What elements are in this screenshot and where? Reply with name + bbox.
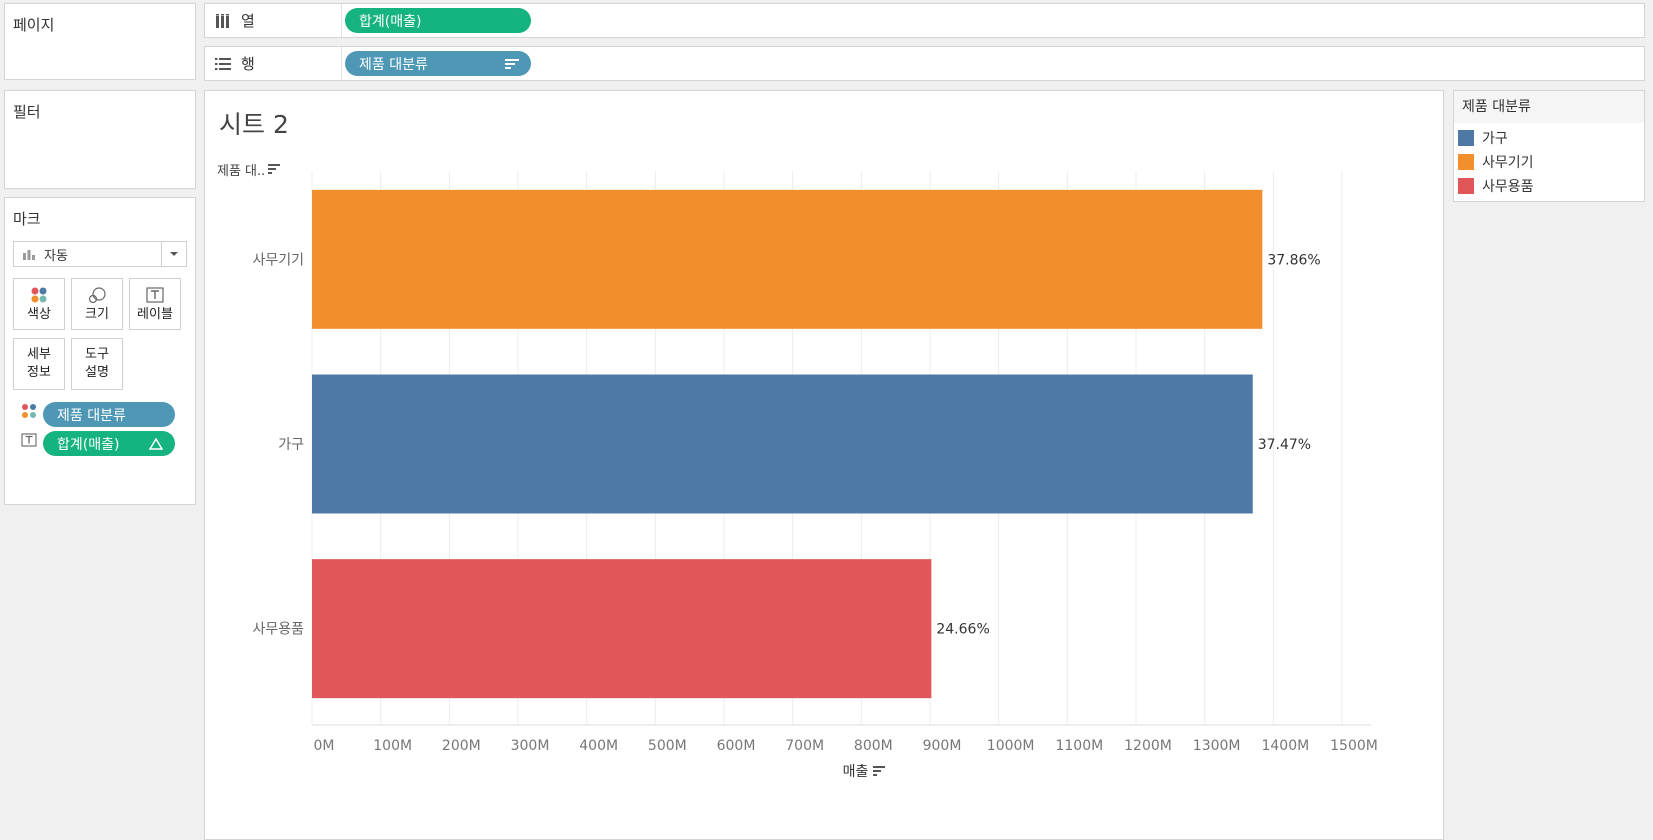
- category-label: 사무기기: [252, 252, 304, 268]
- legend-swatch: [1458, 154, 1474, 170]
- label-button[interactable]: 레이블: [129, 278, 181, 330]
- size-circles-icon: [87, 284, 107, 306]
- sheet-title: 시트 2: [219, 110, 289, 139]
- tooltip-button[interactable]: 도구 설명: [71, 338, 123, 390]
- x-tick-label: 1000M: [987, 738, 1035, 754]
- label-button-label: 레이블: [137, 307, 173, 322]
- legend-item-label: 사무기기: [1482, 155, 1534, 171]
- text-field-icon: [21, 432, 37, 451]
- color-dots-icon: [30, 284, 48, 306]
- marks-panel-title: 마크: [13, 210, 41, 228]
- mark-type-label: 자동: [44, 248, 68, 264]
- x-tick-label: 800M: [854, 738, 893, 754]
- bar: [312, 374, 1253, 514]
- data-label: 37.86%: [1267, 252, 1320, 268]
- x-tick-label: 900M: [923, 738, 962, 754]
- marks-color-pill[interactable]: 제품 대분류: [43, 402, 175, 427]
- detail-button[interactable]: 세부 정보: [13, 338, 65, 390]
- data-label: 24.66%: [936, 622, 989, 638]
- text-label-icon: [146, 284, 164, 306]
- filters-panel-title: 필터: [13, 103, 41, 121]
- row-header[interactable]: 제품 대..: [217, 160, 281, 179]
- rows-shelf-text: 행: [241, 55, 255, 73]
- tooltip-button-label: 도구 설명: [85, 347, 109, 380]
- color-field-icon: [21, 403, 37, 423]
- legend-item-label: 사무용품: [1482, 179, 1534, 195]
- legend-item[interactable]: 사무용품: [1458, 176, 1534, 196]
- color-legend: 제품 대분류 가구 사무기기 사무용품: [1453, 90, 1645, 202]
- columns-pill-label: 합계(매출): [359, 13, 422, 30]
- bar: [312, 189, 1263, 329]
- rows-pill[interactable]: 제품 대분류: [345, 51, 531, 76]
- columns-shelf-text: 열: [241, 12, 255, 30]
- legend-header: 제품 대분류: [1454, 91, 1644, 123]
- columns-pill[interactable]: 합계(매출): [345, 8, 531, 33]
- legend-swatch: [1458, 130, 1474, 146]
- marks-label-pill-label: 합계(매출): [57, 436, 120, 453]
- x-tick-label: 300M: [511, 738, 550, 754]
- worksheet-view: 시트 2 제품 대.. 0M 100M 200M 300M 400M 500M 600M 70…: [204, 90, 1444, 840]
- x-tick-label: 1200M: [1124, 738, 1172, 754]
- x-tick-label: 500M: [648, 738, 687, 754]
- row-header-label: 제품 대..: [217, 164, 266, 179]
- x-axis-title[interactable]: 매출: [205, 761, 1443, 781]
- columns-icon: [213, 13, 233, 29]
- bar: [312, 559, 932, 699]
- x-tick-label: 1500M: [1330, 738, 1378, 754]
- x-tick-label: 100M: [373, 738, 412, 754]
- detail-button-label: 세부 정보: [27, 347, 51, 380]
- sort-descending-icon[interactable]: [268, 164, 281, 175]
- rows-shelf-label: 행: [205, 47, 342, 80]
- data-label: 37.47%: [1258, 437, 1311, 453]
- legend-item[interactable]: 가구: [1458, 128, 1508, 148]
- x-tick-label: 0M: [314, 738, 335, 754]
- rows-icon: [213, 56, 233, 72]
- x-axis-title-label: 매출: [842, 764, 869, 780]
- columns-shelf-label: 열: [205, 4, 342, 37]
- x-tick-label: 200M: [442, 738, 481, 754]
- bar-chart-icon: [23, 250, 35, 260]
- rows-pill-label: 제품 대분류: [359, 56, 428, 73]
- x-tick-label: 1300M: [1193, 738, 1241, 754]
- rows-shelf[interactable]: 행 제품 대분류: [204, 46, 1645, 81]
- x-tick-label: 400M: [579, 738, 618, 754]
- pages-panel-title: 페이지: [13, 16, 55, 34]
- category-label: 가구: [278, 437, 304, 453]
- legend-item-label: 가구: [1482, 131, 1508, 147]
- columns-shelf[interactable]: 열 합계(매출): [204, 3, 1645, 38]
- pages-panel[interactable]: 페이지: [4, 3, 196, 80]
- bar-chart: 0M 100M 200M 300M 400M 500M 600M 700M 800M 900M 10…: [252, 171, 1378, 754]
- delta-icon: [149, 431, 163, 456]
- x-tick-label: 1100M: [1055, 738, 1103, 754]
- color-button-label: 색상: [27, 307, 51, 322]
- sort-descending-icon[interactable]: [505, 51, 519, 76]
- x-tick-label: 700M: [785, 738, 824, 754]
- legend-swatch: [1458, 178, 1474, 194]
- size-button[interactable]: 크기: [71, 278, 123, 330]
- mark-type-dropdown[interactable]: 자동: [13, 241, 187, 267]
- legend-item[interactable]: 사무기기: [1458, 152, 1534, 172]
- marks-panel: 마크 자동 색상 크기: [4, 197, 196, 505]
- size-button-label: 크기: [85, 307, 109, 322]
- x-tick-label: 1400M: [1261, 738, 1309, 754]
- filters-panel[interactable]: 필터: [4, 90, 196, 189]
- chevron-down-icon[interactable]: [161, 242, 186, 266]
- marks-label-pill[interactable]: 합계(매출): [43, 431, 175, 456]
- x-tick-label: 600M: [717, 738, 756, 754]
- sort-descending-icon[interactable]: [873, 765, 886, 777]
- category-label: 사무용품: [252, 622, 304, 638]
- color-button[interactable]: 색상: [13, 278, 65, 330]
- marks-color-pill-label: 제품 대분류: [57, 407, 126, 424]
